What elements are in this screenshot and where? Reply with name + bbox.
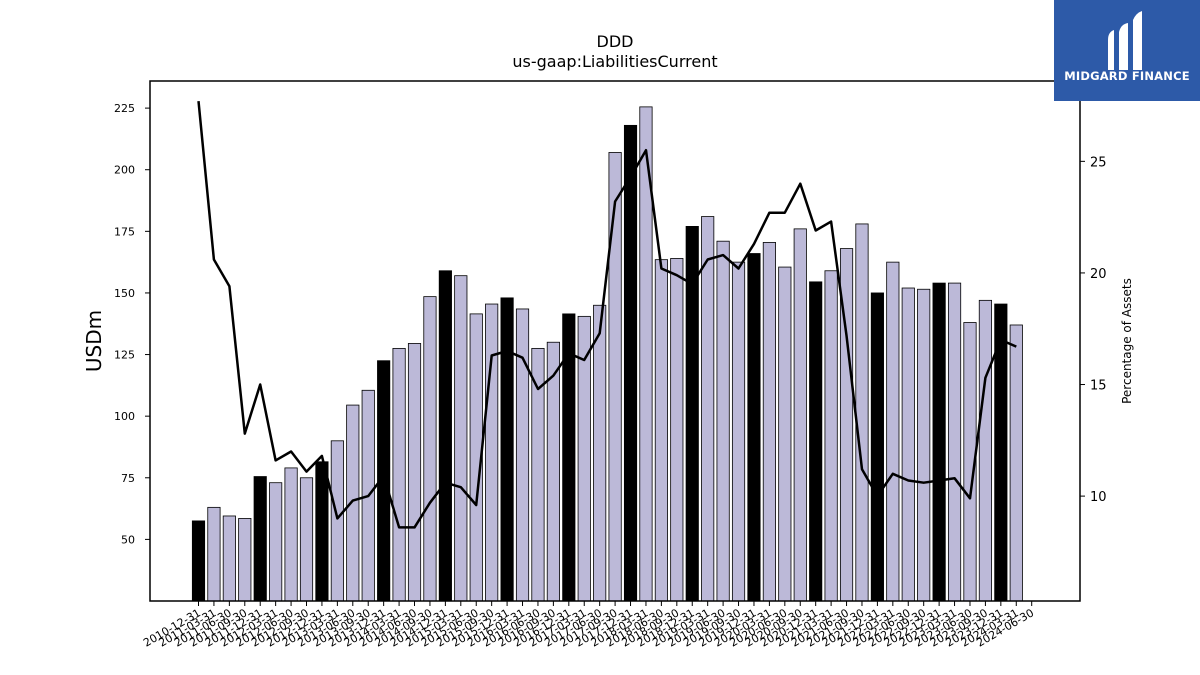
bar-2015-03-31 [454,275,468,602]
y-axis-label: USDm [82,310,106,372]
bar-2014-03-31 [392,347,406,602]
y-tick-label-125: 125 [114,349,135,362]
y-tick-label-50: 50 [121,533,135,546]
percent-line-series [197,100,1017,529]
bar-2020-03-31 [762,242,776,602]
bar-2014-06-30 [407,343,422,602]
bar-2011-06-30 [222,515,236,602]
y2-tick-label-25: 25 [1090,155,1107,170]
bar-2017-09-30 [608,152,622,602]
bar-2015-09-30 [485,303,499,602]
bar-2021-03-31 [824,270,838,602]
bar-2021-09-30 [855,223,869,602]
bar-2016-03-31 [515,308,530,602]
bar-2018-06-30 [654,259,668,602]
y-tick-label-100: 100 [114,410,135,423]
bar-2022-12-31 [932,282,946,602]
bar-2013-06-30 [346,404,360,602]
bar-2011-09-30 [238,518,252,602]
bar-2012-03-31 [269,482,283,602]
bar-2011-03-31 [207,506,221,602]
chart-subtitle: us-gaap:LiabilitiesCurrent [512,52,718,71]
bar-2015-12-31 [500,297,514,602]
bar-2022-09-30 [917,288,931,602]
y2-tick-label-20: 20 [1090,267,1107,282]
bar-2016-09-30 [546,341,560,602]
y-tick-label-75: 75 [121,472,135,485]
bar-2013-03-31 [330,440,344,602]
y-tick-label-150: 150 [114,287,135,300]
bar-2019-06-30 [716,240,730,602]
bar-2019-03-31 [701,216,715,602]
bar-2014-12-31 [438,270,452,602]
left-axis: 50 75 100 125 150 175 200 225 [114,102,150,546]
bar-2012-06-30 [284,467,298,602]
bar-2024-03-31 [1009,324,1023,602]
bar-2022-03-31 [886,261,900,602]
bar-2014-09-30 [423,296,437,602]
bar-2018-09-30 [670,258,684,602]
y2-tick-label-10: 10 [1090,490,1107,505]
bar-2020-06-30 [778,266,792,602]
bar-2016-12-31 [562,313,576,602]
bar-2021-12-31 [870,292,884,602]
bar-2023-09-30 [978,299,992,602]
bar-2017-12-31 [623,124,638,602]
bar-2019-09-30 [731,261,746,602]
bar-2017-06-30 [593,304,607,602]
brand-logo-icon [1108,11,1142,70]
y2-axis-label: Percentage of Assets [1120,278,1134,404]
chart-title: DDD [596,32,634,51]
bar-2022-06-30 [901,287,915,602]
brand-name: MIDGARD FINANCE [1064,69,1190,83]
bar-2019-12-31 [747,253,761,602]
x-axis: 2010-12-312011-03-312011-06-302011-09-30… [141,601,1036,650]
y-tick-label-225: 225 [114,102,135,115]
right-axis: 10 15 20 25 [1080,155,1107,505]
bar-2023-03-31 [947,282,962,602]
y-tick-label-175: 175 [114,225,135,238]
bar-2011-12-31 [253,476,267,602]
bar-2010-12-31 [191,520,206,602]
percent-line [197,100,1017,529]
bar-2012-09-30 [299,477,314,602]
y-tick-label-200: 200 [114,164,135,177]
bar-2020-12-31 [809,281,823,602]
bar-2020-09-30 [793,228,807,602]
bar-2012-12-31 [315,461,329,602]
bar-series [191,106,1023,602]
y2-tick-label-15: 15 [1090,379,1107,394]
